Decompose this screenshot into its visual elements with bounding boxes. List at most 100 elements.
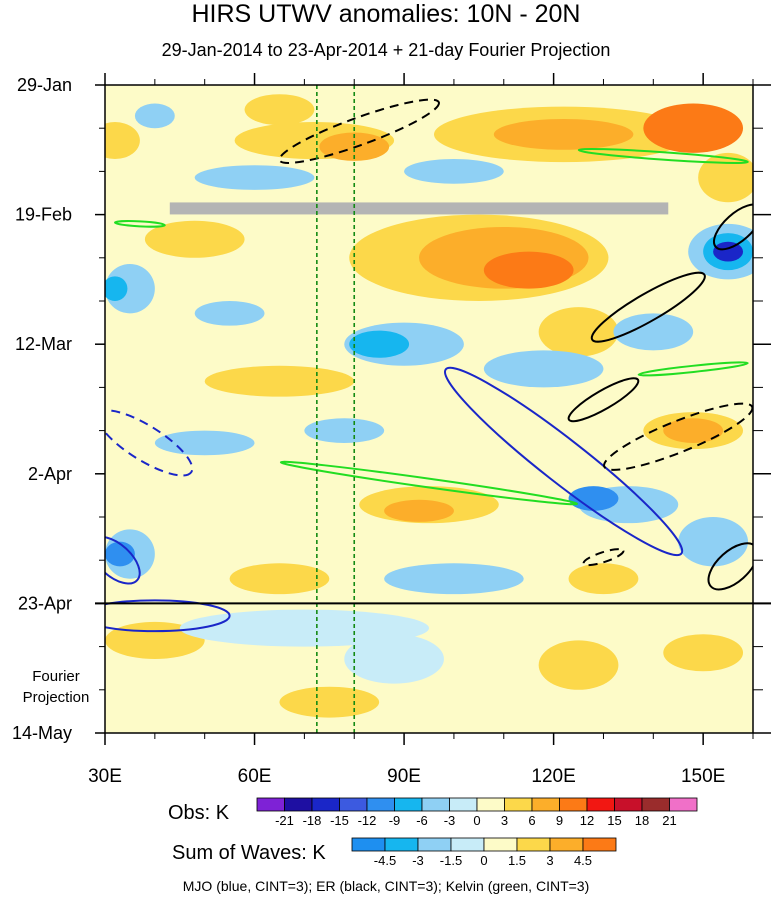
cb-waves-swatch-4 [483, 837, 518, 852]
x-axis-labels: 30E 60E 90E 120E 150E [88, 766, 725, 787]
field-blob-18 [538, 307, 619, 357]
cb-obs-label-1: -18 [303, 813, 322, 828]
field-blob-0 [105, 122, 140, 160]
y-tick-label-4: 23-Apr [18, 593, 72, 613]
y-tick-label-3: 2-Apr [28, 464, 72, 484]
cb-obs-label-0: -21 [275, 813, 294, 828]
cb-waves-label-3: 0 [480, 853, 487, 868]
cb-obs-label-13: 18 [635, 813, 649, 828]
mjo-contour-1 [105, 409, 194, 477]
waves-colorbar: -4.5 -3 -1.5 0 1.5 3 4.5 [351, 837, 617, 868]
cb-obs-label-2: -15 [330, 813, 349, 828]
cb-obs-swatch-3 [339, 797, 368, 812]
y-tick-label-1: 19-Feb [15, 205, 72, 225]
cb-waves-swatch-0 [351, 837, 386, 852]
y-axis-labels: 29-Jan 19-Feb 12-Mar 2-Apr 23-Apr 14-May [12, 75, 72, 743]
cb-waves-swatch-3 [450, 837, 485, 852]
cb-obs-label-6: -3 [444, 813, 456, 828]
cb-obs-label-5: -6 [416, 813, 428, 828]
x-tick-label-4: 150E [681, 766, 725, 787]
cb-obs-label-8: 3 [501, 813, 508, 828]
field-blob-37 [678, 517, 749, 567]
y-tick-label-0: 29-Jan [17, 75, 72, 95]
cb-waves-swatch-6 [549, 837, 584, 852]
field-blob-39 [384, 563, 524, 595]
cb-obs-swatch-7 [449, 797, 478, 812]
cb-obs-label-4: -9 [389, 813, 401, 828]
field-blob-10 [404, 159, 504, 184]
anomaly-field [105, 94, 753, 718]
kelvin-contour-13 [114, 220, 166, 228]
field-blob-14 [194, 301, 265, 326]
field-blob-20 [349, 330, 410, 358]
mjo-contour-2 [105, 599, 231, 633]
cb-waves-label-6: 4.5 [574, 853, 592, 868]
cb-obs-swatch-15 [669, 797, 698, 812]
field-blob-9 [194, 165, 315, 190]
field-blob-21 [483, 350, 604, 388]
field-blob-7 [643, 103, 744, 153]
cb-obs-label-9: 6 [528, 813, 535, 828]
field-blob-25 [613, 313, 694, 351]
field-blob-11 [144, 220, 245, 258]
field-blob-34 [105, 541, 135, 567]
cb-obs-swatch-12 [586, 797, 615, 812]
cb-obs-label-12: 15 [607, 813, 621, 828]
cb-obs-swatch-0 [256, 797, 285, 812]
mjo-contour-0 [443, 366, 684, 557]
cb-obs-swatch-4 [366, 797, 395, 812]
field-blob-6 [493, 118, 634, 150]
er-contour-9 [707, 542, 753, 591]
field-blob-27 [663, 418, 724, 443]
x-tick-label-0: 30E [88, 766, 122, 787]
field-blob-42 [179, 609, 429, 647]
reference-lines [316, 85, 356, 733]
waves-colorbar-label: Sum of Waves: K [172, 842, 326, 864]
wave-contours [105, 98, 753, 633]
cb-obs-label-7: 0 [473, 813, 480, 828]
wave-legend: MJO (blue, CINT=3); ER (black, CINT=3); … [182, 878, 590, 894]
missing-data-band [169, 202, 669, 215]
field-blob-30 [304, 418, 385, 443]
field-blob-36 [568, 486, 619, 511]
y-tick-label-2: 12-Mar [15, 334, 72, 354]
x-tick-label-2: 90E [387, 766, 421, 787]
field-blob-45 [663, 634, 744, 672]
cb-waves-swatch-1 [384, 837, 419, 852]
cb-obs-swatch-2 [311, 797, 340, 812]
cb-waves-swatch-2 [417, 837, 452, 852]
mjo-contour-3 [105, 535, 141, 585]
field-blob-28 [204, 365, 355, 397]
cb-obs-swatch-8 [476, 797, 505, 812]
cb-obs-swatch-5 [394, 797, 423, 812]
field-blob-46 [279, 686, 380, 718]
cb-obs-swatch-9 [504, 797, 533, 812]
kelvin-contour-11 [279, 460, 579, 506]
field-blob-38 [229, 563, 330, 595]
cb-obs-swatch-6 [421, 797, 450, 812]
cb-waves-label-4: 1.5 [508, 853, 526, 868]
field-blob-44 [538, 640, 619, 690]
cb-waves-swatch-5 [516, 837, 551, 852]
cb-obs-swatch-13 [614, 797, 643, 812]
field-blob-40 [568, 563, 639, 595]
x-tick-label-3: 120E [531, 766, 575, 787]
kelvin-contour-12 [577, 148, 749, 164]
cb-obs-swatch-14 [641, 797, 670, 812]
field-blob-1 [244, 94, 315, 126]
plot-frame [104, 84, 754, 734]
cb-obs-label-3: -12 [358, 813, 377, 828]
kelvin-contour-14 [637, 361, 749, 377]
er-contour-5 [590, 271, 706, 343]
field-blob-13 [105, 276, 128, 301]
fourier-projection-label: Fourier Projection [22, 668, 90, 706]
cb-obs-label-10: 9 [556, 813, 563, 828]
cb-waves-label-5: 3 [546, 853, 553, 868]
chart-subtitle: 29-Jan-2014 to 23-Apr-2014 + 21-day Four… [161, 40, 611, 60]
er-contour-4 [278, 98, 440, 164]
cb-obs-swatch-1 [284, 797, 313, 812]
cb-obs-label-11: 12 [580, 813, 594, 828]
obs-colorbar-label: Obs: K [168, 802, 230, 824]
field-blob-32 [384, 499, 454, 522]
